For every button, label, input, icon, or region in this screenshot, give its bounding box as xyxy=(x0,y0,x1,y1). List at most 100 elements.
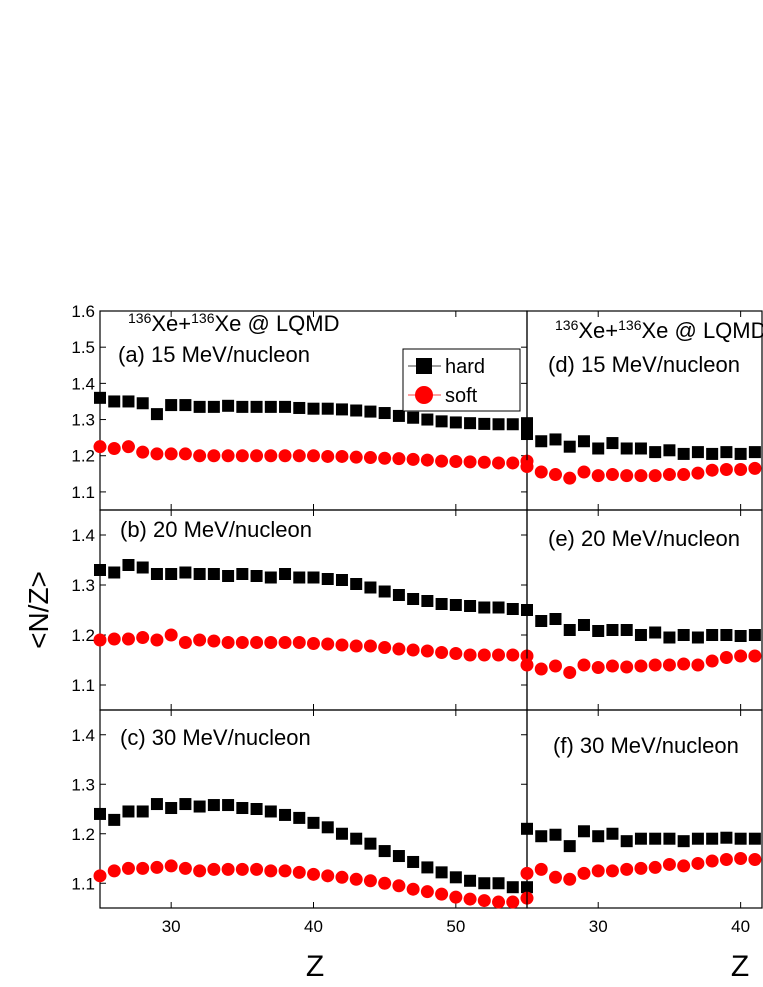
data-point xyxy=(250,570,263,582)
data-point xyxy=(478,417,491,430)
data-point xyxy=(634,629,647,641)
data-point xyxy=(193,400,206,413)
data-point xyxy=(349,872,363,886)
data-point xyxy=(477,894,491,908)
data-point xyxy=(264,449,278,463)
data-point xyxy=(307,571,320,584)
data-point xyxy=(748,832,761,845)
data-point xyxy=(449,647,463,660)
x-axis-label: Z xyxy=(306,950,324,983)
data-point xyxy=(121,632,135,646)
y-tick-label: 1.5 xyxy=(71,338,95,357)
data-point xyxy=(107,864,121,878)
data-point xyxy=(477,648,491,662)
data-point xyxy=(620,624,633,636)
data-point xyxy=(449,599,462,611)
data-point xyxy=(734,649,748,663)
data-point xyxy=(706,832,719,845)
data-point xyxy=(335,403,348,416)
data-point xyxy=(335,638,349,652)
y-tick-label: 1.2 xyxy=(71,447,95,466)
data-point xyxy=(392,850,405,863)
reaction-label: 136Xe+136Xe @ LQMD xyxy=(555,317,763,343)
data-point xyxy=(534,862,548,876)
data-point xyxy=(563,471,577,485)
data-point xyxy=(221,636,235,649)
data-point xyxy=(335,827,348,840)
data-point xyxy=(677,468,691,482)
data-point xyxy=(719,651,733,664)
data-point xyxy=(350,404,363,417)
data-point xyxy=(435,887,449,901)
data-point xyxy=(577,619,590,631)
data-point xyxy=(421,413,434,426)
y-tick-label: 1.4 xyxy=(71,526,95,545)
x-tick-label: 30 xyxy=(589,917,608,936)
data-point xyxy=(506,648,520,662)
data-point xyxy=(292,449,306,463)
data-point xyxy=(108,813,121,826)
x-tick-label: 40 xyxy=(304,917,323,936)
data-point xyxy=(122,559,135,571)
y-tick-label: 1.3 xyxy=(71,576,95,595)
data-point xyxy=(392,589,405,601)
data-point xyxy=(235,636,249,649)
data-point xyxy=(164,628,178,642)
data-point xyxy=(677,447,690,460)
data-point xyxy=(250,400,263,413)
data-point xyxy=(364,581,377,594)
data-point xyxy=(748,446,761,459)
data-point xyxy=(392,642,406,656)
data-point xyxy=(691,856,705,870)
data-point xyxy=(94,391,106,404)
panel-label: (c) 30 MeV/nucleon xyxy=(120,725,311,750)
data-point xyxy=(150,447,164,461)
data-point xyxy=(264,400,277,413)
data-point xyxy=(648,658,662,672)
y-tick-label: 1.3 xyxy=(71,411,95,430)
data-point xyxy=(592,625,605,637)
data-point xyxy=(506,418,519,431)
mass-number: 136 xyxy=(191,310,215,326)
data-point xyxy=(307,816,320,829)
data-point xyxy=(464,874,477,887)
data-point xyxy=(378,641,392,654)
data-point xyxy=(720,831,733,844)
data-point xyxy=(506,456,520,470)
y-axis-label: <N/Z> xyxy=(23,571,54,649)
data-point xyxy=(734,832,747,845)
data-point xyxy=(293,811,306,824)
data-point xyxy=(150,633,164,647)
data-point xyxy=(406,452,420,466)
data-point xyxy=(634,442,647,455)
data-point xyxy=(378,585,391,598)
data-point xyxy=(691,658,705,672)
data-point xyxy=(706,447,719,460)
data-point xyxy=(279,808,292,821)
data-point xyxy=(179,566,192,579)
data-point xyxy=(605,659,619,673)
data-point xyxy=(420,644,434,658)
data-point xyxy=(720,446,733,459)
data-point xyxy=(136,805,149,818)
data-point xyxy=(93,440,107,454)
panel-label: (a) 15 MeV/nucleon xyxy=(118,342,310,367)
data-point xyxy=(605,864,619,878)
data-point xyxy=(293,401,306,414)
data-point xyxy=(392,452,406,466)
data-point xyxy=(207,799,220,812)
data-point xyxy=(506,895,520,909)
data-point xyxy=(677,629,690,641)
y-tick-label: 1.2 xyxy=(71,626,95,645)
data-point xyxy=(150,568,163,580)
data-point xyxy=(236,568,249,580)
data-point xyxy=(349,639,363,653)
data-point xyxy=(93,633,107,647)
data-point xyxy=(136,861,150,875)
data-point xyxy=(378,451,392,465)
y-tick-label: 1.6 xyxy=(71,302,95,321)
data-point xyxy=(178,861,192,875)
data-point xyxy=(705,463,719,477)
data-point xyxy=(407,855,420,868)
